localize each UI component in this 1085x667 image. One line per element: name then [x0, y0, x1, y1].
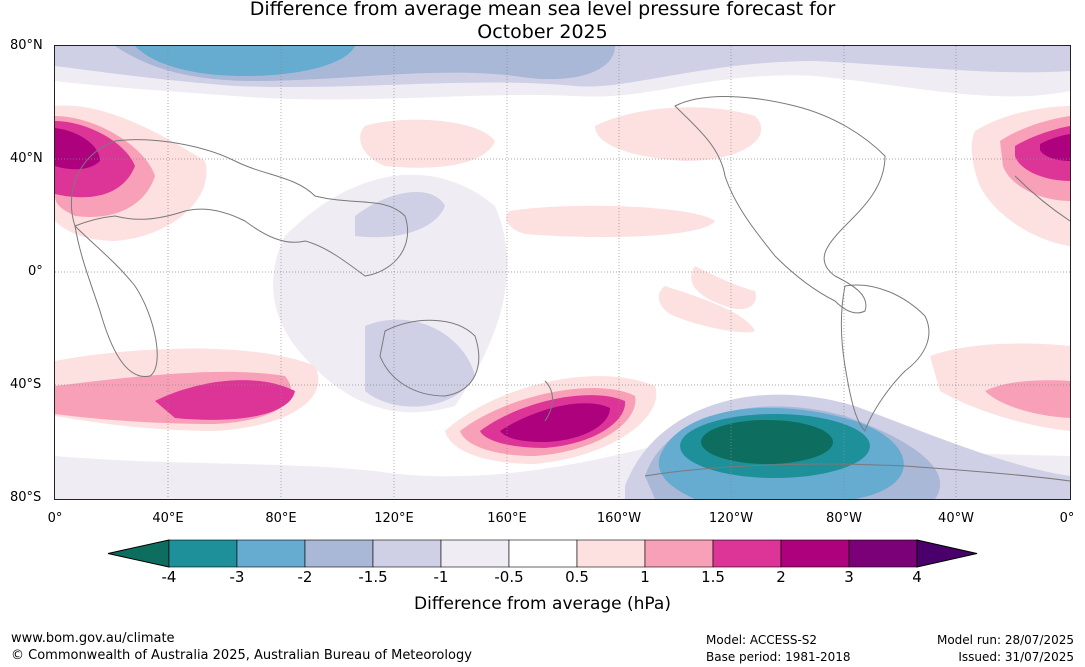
anomaly-region	[365, 319, 475, 407]
colorbar-arrow-high	[916, 539, 978, 568]
colorbar-swatch	[848, 539, 918, 568]
anomaly-region	[155, 380, 295, 420]
anomaly-region	[500, 403, 610, 442]
website-url: www.bom.gov.au/climate	[11, 631, 175, 646]
lon-label-120w: 120°W	[708, 511, 754, 526]
colorbar-swatch	[712, 539, 782, 568]
coastline	[674, 96, 886, 314]
colorbar-tick: 3	[844, 568, 854, 586]
lon-label-0-end: 0°	[1059, 511, 1075, 526]
colorbar-swatch	[168, 539, 238, 568]
colorbar-swatch	[236, 539, 306, 568]
anomaly-region	[1040, 134, 1070, 161]
colorbar-swatch	[576, 539, 646, 568]
lon-label-120e: 120°E	[374, 511, 414, 526]
anomaly-region	[506, 205, 715, 238]
anomaly-region	[360, 119, 495, 168]
model-name: Model: ACCESS-S2	[706, 633, 818, 647]
lon-label-160e: 160°E	[487, 511, 527, 526]
anomaly-region	[658, 286, 755, 333]
map-title: Difference from average mean sea level p…	[249, 0, 836, 20]
colorbar-tick: 4	[912, 568, 922, 586]
map-canvas	[55, 46, 1070, 499]
colorbar-tick: 1	[640, 568, 650, 586]
colorbar-swatch	[508, 539, 578, 568]
anomaly-region	[691, 266, 756, 310]
anomaly-region	[595, 107, 762, 161]
colorbar-swatch	[304, 539, 374, 568]
anomaly-region	[985, 380, 1070, 418]
lon-label-80e: 80°E	[265, 511, 297, 526]
map-subtitle: October 2025	[477, 21, 608, 43]
colorbar-swatch	[780, 539, 850, 568]
colorbar-tick: -1.5	[358, 568, 388, 586]
coastline	[74, 224, 158, 377]
lon-label-0: 0°	[47, 511, 63, 526]
issued-date: Issued: 31/07/2025	[958, 650, 1074, 664]
lon-label-40e: 40°E	[152, 511, 184, 526]
colorbar-label: Difference from average (hPa)	[414, 594, 671, 614]
colorbar-tick: 1.5	[701, 568, 725, 586]
anomaly-region	[135, 46, 355, 76]
lat-label-0: 0°	[28, 264, 43, 279]
base-period: Base period: 1981-2018	[706, 650, 851, 664]
colorbar-swatch	[372, 539, 442, 568]
lat-label-80n: 80°N	[10, 38, 43, 53]
lon-label-40w: 40°W	[938, 511, 974, 526]
colorbar-swatch	[440, 539, 510, 568]
copyright-text: © Commonwealth of Australia 2025, Austra…	[11, 648, 472, 663]
lat-label-40n: 40°N	[10, 151, 43, 166]
colorbar-tick: 2	[776, 568, 786, 586]
lon-label-160w: 160°W	[596, 511, 642, 526]
colorbar-tick: -0.5	[494, 568, 524, 586]
colorbar-tick: -1	[433, 568, 449, 586]
coastline	[70, 139, 409, 277]
pressure-anomaly-map	[54, 45, 1071, 500]
colorbar-tick: -4	[161, 568, 177, 586]
coastline	[644, 463, 1070, 482]
colorbar-tick: -3	[229, 568, 245, 586]
anomaly-region	[701, 420, 833, 464]
lat-label-80s: 80°S	[10, 490, 42, 505]
coastline	[379, 319, 480, 397]
model-run: Model run: 28/07/2025	[936, 633, 1074, 647]
coastline	[840, 284, 930, 432]
colorbar-tick: -2	[297, 568, 313, 586]
lat-label-40s: 40°S	[10, 377, 42, 392]
lon-label-80w: 80°W	[826, 511, 862, 526]
colorbar-arrow-low	[107, 539, 170, 568]
coastline	[1014, 175, 1070, 222]
colorbar-tick: 0.5	[565, 568, 589, 586]
colorbar-swatch	[644, 539, 714, 568]
coastline	[544, 380, 553, 422]
